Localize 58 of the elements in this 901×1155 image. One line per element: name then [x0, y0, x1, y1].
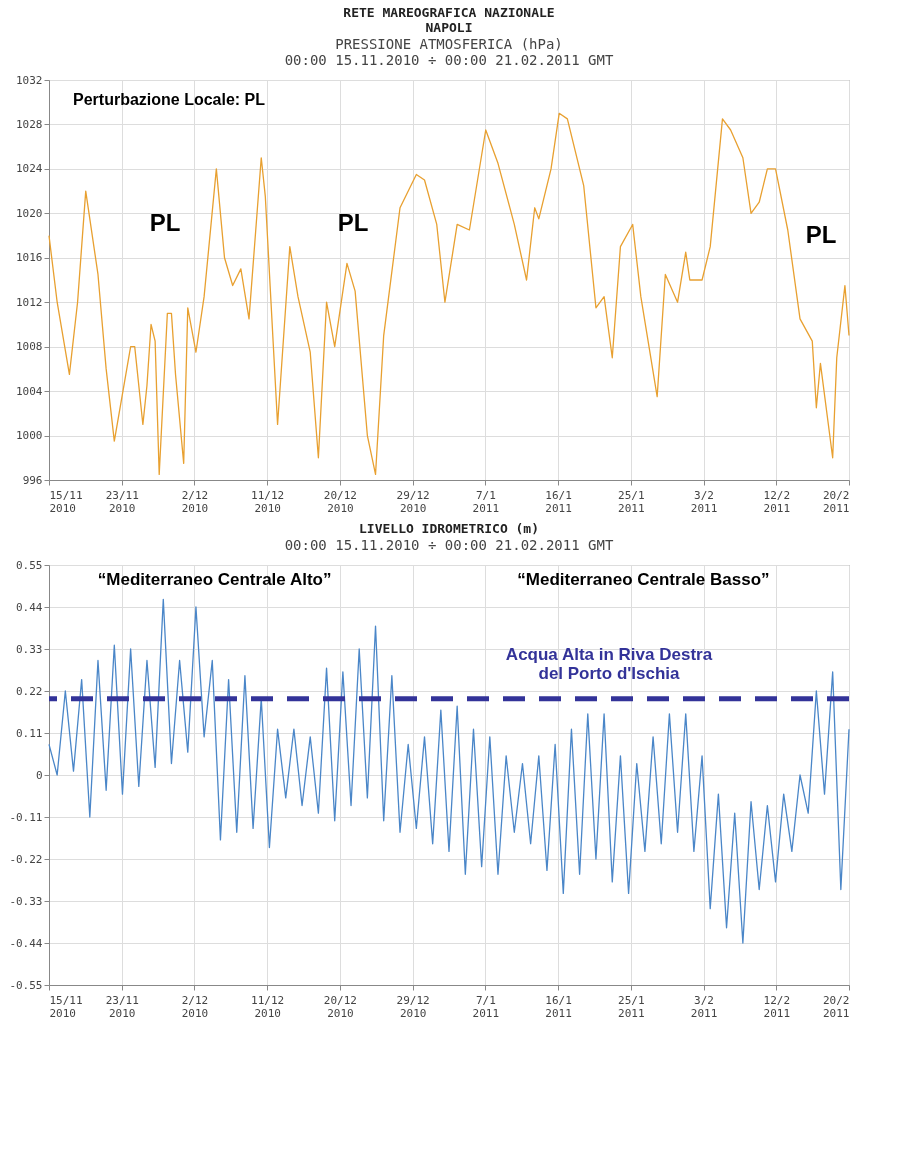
- x-tick-label: 20/12 2010: [323, 993, 357, 1020]
- x-tick-label: 12/2 2011: [763, 993, 791, 1020]
- x-tick-label: 16/1 2011: [545, 488, 572, 515]
- y-tick-label: 1008: [16, 340, 43, 354]
- y-tick-label: 1004: [16, 384, 43, 398]
- y-tick-label: -0.22: [9, 852, 43, 866]
- x-tick-label: 29/12 2010: [396, 488, 430, 515]
- annotation: PL: [805, 221, 837, 248]
- ref-line-label: Acqua Alta in Riva Destra del Porto d'Ischia: [505, 644, 713, 683]
- x-tick-label: 25/1 2011: [618, 993, 645, 1020]
- y-tick-label: 0.11: [16, 726, 43, 740]
- y-tick-label: -0.55: [9, 978, 43, 992]
- chart-title: RETE MAREOGRAFICA NAZIONALE NAPOLI: [343, 5, 555, 35]
- annotation: Perturbazione Locale: PL: [73, 91, 266, 108]
- annotation: “Mediterraneo Centrale Basso”: [517, 569, 770, 589]
- x-tick-label: 20/12 2010: [323, 488, 357, 515]
- y-tick-label: 0: [35, 768, 43, 782]
- annotation: PL: [337, 209, 369, 236]
- annotation: “Mediterraneo Centrale Alto”: [97, 569, 332, 589]
- x-tick-label: 11/12 2010: [251, 488, 285, 515]
- x-tick-label: 3/2 2011: [690, 488, 718, 515]
- y-tick-label: 1020: [16, 206, 43, 220]
- y-tick-label: -0.33: [9, 894, 43, 908]
- x-tick-label: 16/1 2011: [545, 993, 572, 1020]
- y-tick-label: 0.33: [16, 642, 43, 656]
- x-tick-label: 20/2 2011: [823, 488, 850, 515]
- x-tick-label: 11/12 2010: [251, 993, 285, 1020]
- chart-subtitle: 00:00 15.11.2010 ÷ 00:00 21.02.2011 GMT: [284, 537, 614, 553]
- x-tick-label: 2/12 2010: [181, 488, 209, 515]
- y-tick-label: 1028: [16, 117, 43, 131]
- x-tick-label: 23/11 2010: [105, 488, 139, 515]
- y-tick-label: 0.55: [16, 558, 43, 572]
- y-tick-label: -0.44: [9, 936, 43, 950]
- y-tick-label: 996: [22, 473, 43, 487]
- annotation: PL: [149, 209, 181, 236]
- x-tick-label: 25/1 2011: [618, 488, 645, 515]
- x-tick-label: 7/1 2011: [472, 488, 500, 515]
- y-tick-label: 1000: [16, 429, 43, 443]
- x-tick-label: 2/12 2010: [181, 993, 209, 1020]
- x-tick-label: 12/2 2011: [763, 488, 791, 515]
- x-tick-label: 15/11 2010: [49, 993, 83, 1020]
- x-tick-label: 29/12 2010: [396, 993, 430, 1020]
- y-tick-label: 0.22: [16, 684, 43, 698]
- x-tick-label: 20/2 2011: [823, 993, 850, 1020]
- y-tick-label: 0.44: [16, 600, 43, 614]
- y-tick-label: 1016: [16, 251, 43, 265]
- line-series: [48, 598, 850, 944]
- x-tick-label: 15/11 2010: [49, 488, 83, 515]
- y-tick-label: 1024: [16, 162, 43, 176]
- y-tick-label: -0.11: [9, 810, 43, 824]
- chart-title: LIVELLO IDROMETRICO (m): [358, 521, 540, 536]
- x-tick-label: 23/11 2010: [105, 993, 139, 1020]
- chart-subtitle: PRESSIONE ATMOSFERICA (hPa) 00:00 15.11.2010 ÷ 00:00 21.02.2011 GMT: [284, 36, 614, 68]
- line-series: [48, 112, 850, 476]
- y-tick-label: 1032: [16, 73, 43, 87]
- x-tick-label: 7/1 2011: [472, 993, 500, 1020]
- y-tick-label: 1012: [16, 295, 43, 309]
- x-tick-label: 3/2 2011: [690, 993, 718, 1020]
